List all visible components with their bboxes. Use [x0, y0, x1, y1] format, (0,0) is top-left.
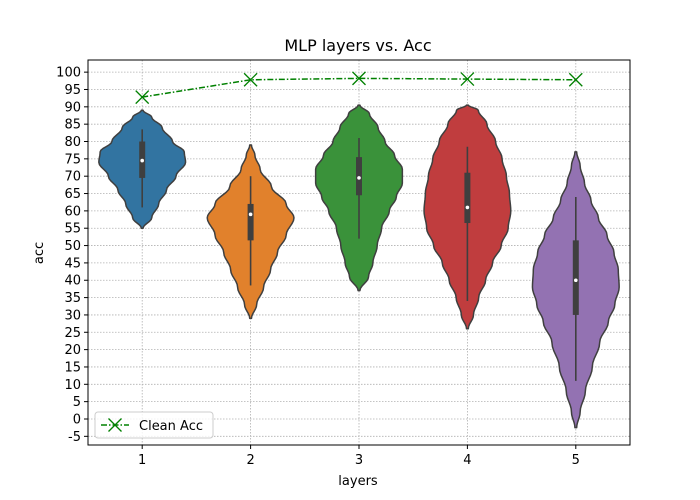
y-tick-label: 25 — [64, 326, 81, 341]
series-point-clean-acc — [460, 72, 475, 87]
y-tick-label: 100 — [56, 66, 81, 81]
series-point-clean-acc — [135, 90, 150, 105]
x-axis-title: layers — [338, 474, 378, 489]
violin-iqr-box — [572, 240, 579, 315]
y-tick-label: 10 — [64, 378, 81, 393]
chart-title: MLP layers vs. Acc — [284, 36, 431, 55]
y-tick-label: 95 — [64, 83, 81, 98]
y-tick-label: 5 — [73, 395, 81, 410]
series-line-clean-acc — [142, 77, 576, 98]
y-tick-label: 50 — [64, 239, 81, 254]
x-tick-label: 2 — [246, 453, 254, 468]
violin-iqr-box — [464, 172, 471, 224]
y-tick-label: 65 — [64, 187, 81, 202]
violin-layer — [98, 104, 620, 429]
y-tick-label: 0 — [73, 412, 81, 427]
series-point-clean-acc — [243, 72, 258, 87]
violin-median-dot — [140, 158, 144, 163]
y-tick-label: 20 — [64, 343, 81, 358]
violin-median-dot — [357, 176, 361, 180]
y-tick-label: 75 — [64, 152, 81, 167]
y-tick-label: -5 — [68, 430, 81, 445]
y-tick-label: 30 — [64, 308, 81, 323]
y-axis-ticks: -5 0 5 10 15 20 25 30 35 40 45 50 55 60 65 70 75 80 85 90 95… — [56, 66, 88, 445]
y-axis-title: acc — [32, 242, 47, 264]
y-tick-label: 90 — [64, 100, 81, 115]
y-tick-label: 85 — [64, 118, 81, 133]
violin-median-dot — [248, 212, 253, 217]
y-tick-label: 55 — [64, 222, 81, 237]
legend-label-clean-acc: Clean Acc — [139, 419, 203, 434]
series-point-clean-acc — [568, 72, 583, 87]
violin-median-dot — [574, 278, 578, 283]
legend-x-marker — [108, 418, 122, 432]
legend-box — [94, 411, 214, 439]
y-tick-label: 40 — [64, 274, 81, 289]
x-tick-label: 5 — [572, 453, 580, 468]
series-layer — [135, 71, 583, 105]
violin-iqr-box — [247, 203, 254, 241]
y-tick-label: 35 — [64, 291, 81, 306]
legend: Clean Acc — [94, 411, 214, 439]
x-tick-label: 4 — [463, 453, 471, 468]
x-axis-ticks: 1 2 3 4 5 — [138, 445, 580, 468]
y-tick-label: 70 — [64, 170, 81, 185]
x-tick-label: 1 — [138, 453, 146, 468]
y-tick-label: 45 — [64, 256, 81, 271]
y-tick-label: 80 — [64, 135, 81, 150]
series-point-clean-acc — [352, 71, 366, 86]
y-tick-label: 60 — [64, 204, 81, 219]
violin-median-dot — [465, 205, 470, 210]
y-tick-label: 15 — [64, 360, 81, 375]
x-tick-label: 3 — [355, 453, 363, 468]
